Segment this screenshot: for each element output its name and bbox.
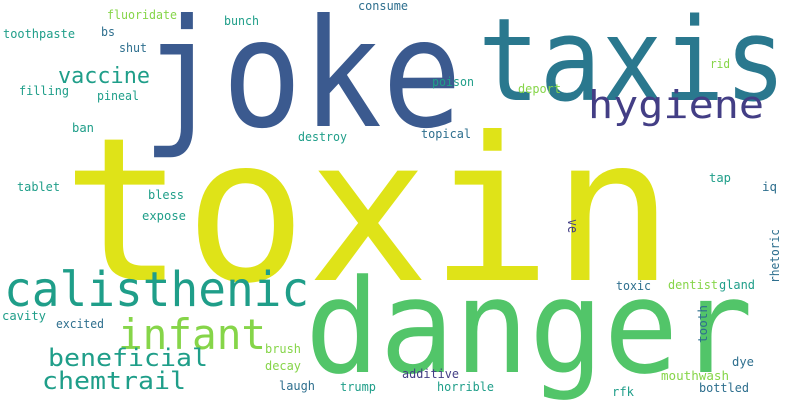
- word-pineal: pineal: [97, 89, 140, 103]
- word-excited: excited: [56, 317, 104, 331]
- word-calisthenic: calisthenic: [4, 262, 310, 318]
- word-rfk: rfk: [612, 385, 635, 399]
- word-shut: shut: [119, 41, 148, 55]
- word-beneficial: beneficial: [48, 344, 208, 372]
- word-topical: topical: [421, 127, 472, 141]
- word-hygiene: hygiene: [588, 83, 765, 127]
- word-mouthwash: mouthwash: [661, 369, 730, 383]
- word-deport: deport: [518, 82, 562, 96]
- word-joke: joke: [142, 0, 463, 162]
- word-consume: consume: [358, 0, 409, 13]
- word-chemtrail: chemtrail: [42, 367, 186, 395]
- word-horrible: horrible: [437, 380, 494, 394]
- word-ban: ban: [72, 121, 95, 135]
- word-bs: bs: [101, 25, 116, 39]
- word-taxis: taxis: [478, 0, 787, 128]
- word-bunch: bunch: [224, 14, 260, 28]
- word-tooth: tooth: [696, 304, 710, 343]
- word-brush: brush: [265, 342, 302, 356]
- word-decay: decay: [265, 359, 302, 373]
- word-rhetoric: rhetoric: [768, 229, 782, 283]
- word-danger: danger: [305, 251, 754, 400]
- word-dye: dye: [732, 355, 755, 369]
- word-destroy: destroy: [298, 130, 348, 144]
- word-bottled: bottled: [699, 381, 750, 395]
- word-iq: iq: [762, 180, 778, 194]
- word-cavity: cavity: [2, 309, 47, 323]
- word-bless: bless: [148, 188, 185, 202]
- word-infant: infant: [118, 310, 267, 359]
- word-vaccine: vaccine: [58, 64, 150, 89]
- word-ve: ve: [564, 219, 580, 234]
- word-poison: poison: [432, 75, 475, 89]
- word-fluoridate: fluoridate: [107, 8, 178, 22]
- word-tablet: tablet: [17, 180, 61, 194]
- word-expose: expose: [142, 209, 187, 223]
- word-dentist: dentist: [668, 278, 719, 292]
- word-tap: tap: [709, 171, 732, 185]
- word-filling: filling: [19, 84, 70, 98]
- word-trump: trump: [340, 380, 377, 394]
- word-gland: gland: [719, 278, 756, 292]
- word-additive: additive: [402, 367, 459, 381]
- word-toothpaste: toothpaste: [3, 27, 76, 41]
- word-rid: rid: [710, 57, 731, 71]
- word-laugh: laugh: [279, 379, 316, 393]
- word-toxic: toxic: [616, 279, 652, 293]
- word-toxin: toxin: [62, 95, 675, 328]
